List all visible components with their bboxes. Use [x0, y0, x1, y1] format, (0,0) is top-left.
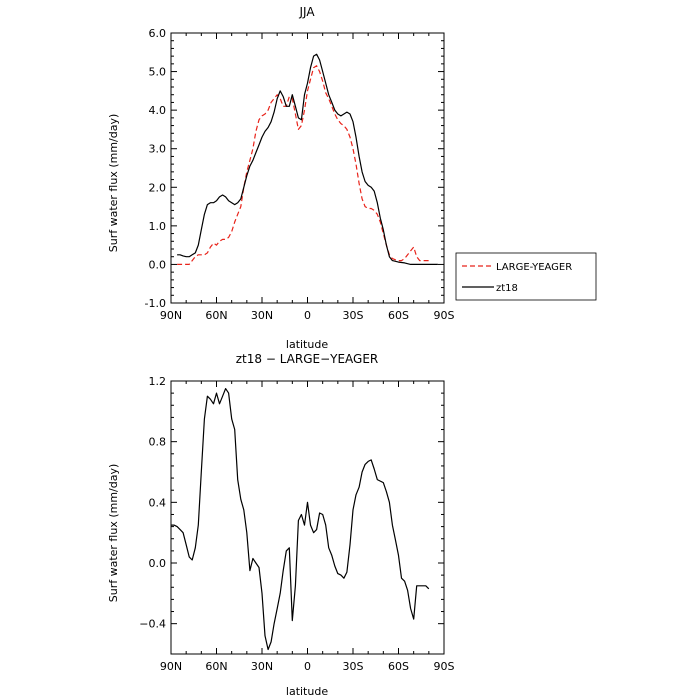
bottom-x-axis-label: latitude [286, 685, 328, 698]
top-x-tick-label: 30N [251, 309, 273, 322]
top-y-tick-label: 4.0 [149, 104, 167, 117]
top-y-tick-label: 5.0 [149, 66, 167, 79]
bottom-x-tick-label: 30N [251, 660, 273, 673]
top-series-line-zt18 [177, 53, 438, 265]
top-y-tick-label: 1.0 [149, 220, 167, 233]
top-x-tick-label: 60N [205, 309, 227, 322]
bottom-series-line-difference [171, 388, 430, 651]
legend: LARGE-YEAGER zt18 [455, 252, 597, 301]
legend-box [455, 252, 597, 301]
bottom-y-tick-label: 0.8 [149, 436, 167, 449]
bottom-y-tick-label: 1.2 [149, 375, 167, 388]
top-series-lines [177, 53, 438, 265]
top-y-tick-label: 2.0 [149, 181, 167, 194]
bottom-x-tick-label: 60N [205, 660, 227, 673]
bottom-panel-title: zt18 − LARGE−YEAGER [236, 352, 379, 366]
legend-label-zt18: zt18 [496, 283, 518, 294]
top-panel-title: JJA [298, 5, 315, 19]
top-x-tick-label: 90N [160, 309, 182, 322]
bottom-x-tick-label: 90N [160, 660, 182, 673]
bottom-y-axis-label: Surf water flux (mm/day) [107, 464, 120, 603]
bottom-y-tick-label: 0.4 [149, 496, 167, 509]
bottom-x-tick-label: 90S [434, 660, 455, 673]
top-y-axis-label: Surf water flux (mm/day) [107, 114, 120, 253]
legend-label-large-yeager: LARGE-YEAGER [496, 262, 572, 273]
bottom-panel: zt18 − LARGE−YEAGER Surf water flux (mm/… [107, 352, 455, 698]
top-axis-ticks: 90N 60N 30N 0 30S 60S 90S -1.0 0.0 1.0 2.0 3.0 4.0 5.… [145, 27, 455, 322]
top-y-tick-label: 3.0 [149, 143, 167, 156]
top-series-line-large-yeager [177, 65, 429, 265]
bottom-y-tick-label: 0.0 [149, 557, 167, 570]
bottom-x-tick-label: 0 [304, 660, 311, 673]
top-x-tick-label: 60S [388, 309, 409, 322]
bottom-axis-ticks: 90N 60N 30N 0 30S 60S 90S −0.4 0.0 0.4 0.8 1.2 [139, 375, 454, 673]
bottom-plot-frame [170, 380, 445, 655]
top-panel: JJA Surf water flux (mm/day) latitude 90… [107, 5, 455, 351]
top-x-tick-label: 90S [434, 309, 455, 322]
top-y-tick-label: 6.0 [149, 27, 167, 40]
top-x-axis-label: latitude [286, 338, 328, 351]
top-x-tick-label: 30S [343, 309, 364, 322]
top-x-tick-label: 0 [304, 309, 311, 322]
top-y-tick-label: 0.0 [149, 258, 167, 271]
bottom-x-tick-label: 60S [388, 660, 409, 673]
bottom-series-lines [171, 388, 430, 651]
top-y-tick-label: -1.0 [145, 297, 166, 310]
top-plot-frame [170, 32, 445, 304]
bottom-y-tick-label: −0.4 [139, 618, 166, 631]
bottom-x-tick-label: 30S [343, 660, 364, 673]
